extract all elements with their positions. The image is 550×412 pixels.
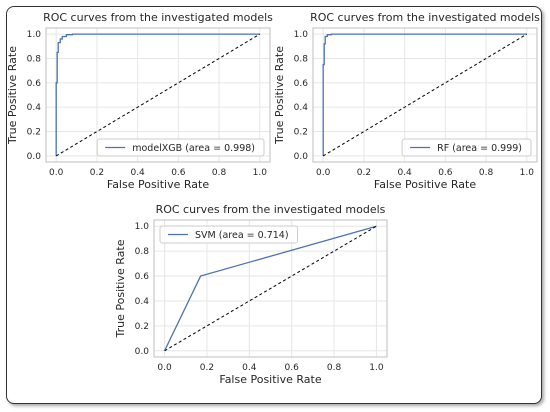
x-tick-label: 1.0 [369,363,384,373]
y-tick-label: 1.0 [27,30,42,40]
x-tick-label: 0.0 [316,168,331,178]
y-tick-label: 0.0 [27,152,42,162]
x-tick-label: 0.4 [397,168,412,178]
y-tick-label: 0.8 [294,54,309,64]
legend: RF (area = 0.999) [401,138,532,157]
y-tick-label: 0.4 [294,103,309,113]
legend-box [96,138,265,157]
plot-area [312,27,538,163]
x-tick-label: 0.8 [212,168,227,178]
chart-title: ROC curves from the investigated models [156,203,386,216]
x-tick-label: 0.2 [357,168,371,178]
x-tick-label: 0.0 [157,363,172,373]
x-axis-label: False Positive Rate [374,178,476,191]
chance-diagonal-line [322,33,528,157]
y-tick-label: 1.0 [294,30,309,40]
roc-curve-line [322,33,527,156]
x-tick-label: 0.4 [130,168,145,178]
legend: SVM (area = 0.714) [159,225,299,244]
plot-area [45,27,271,163]
y-tick-label: 1.0 [135,222,150,232]
x-tick-label: 0.6 [285,363,300,373]
x-tick-label: 0.2 [200,363,214,373]
roc-panel-2: 0.0 0.2 0.4 0.6 0.8 1.00.00.20.40.60.81.0ROC … [273,11,540,191]
chart-title: ROC curves from the investigated models [43,11,273,24]
x-tick-label: 0.8 [479,168,494,178]
roc-curve-line [55,33,260,156]
y-axis-label: True Positive Rate [6,46,19,145]
y-tick-label: 0.2 [27,128,41,138]
legend-entry: SVM (area = 0.714) [195,230,289,241]
chance-diagonal-line [55,33,261,157]
x-axis-label: False Positive Rate [219,373,321,386]
x-tick-label: 1.0 [520,168,535,178]
legend: modelXGB (area = 0.998) [96,138,265,157]
y-tick-label: 0.8 [27,54,42,64]
legend-entry: RF (area = 0.999) [437,143,522,154]
y-tick-label: 0.0 [294,152,309,162]
y-tick-label: 0.4 [27,103,42,113]
roc-panel-1: 0.0 0.2 0.4 0.6 0.8 1.00.00.20.40.60.81.0ROC … [6,11,273,191]
x-axis-label: False Positive Rate [107,178,209,191]
y-tick-label: 0.6 [294,79,309,89]
y-axis-label: True Positive Rate [273,46,286,145]
y-tick-label: 0.2 [294,128,308,138]
legend-box [401,138,532,157]
roc-panel-3: 0.0 0.2 0.4 0.6 0.8 1.0 0.0 0.2 0.4 0.6 0.8 1.0 ROC … [114,203,388,386]
x-tick-label: 0.0 [49,168,64,178]
y-tick-label: 0.6 [135,272,150,282]
legend-box [159,225,299,244]
roc-curve-line [164,225,377,352]
x-tick-label: 0.6 [438,168,453,178]
x-tick-label: 1.0 [253,168,268,178]
plot-area [153,219,388,358]
x-tick-label: 0.4 [242,363,257,373]
y-tick-label: 0.0 [135,347,150,357]
x-tick-label: 0.6 [171,168,186,178]
y-tick-label: 0.2 [135,322,149,332]
y-tick-label: 0.4 [135,297,150,307]
legend-entry: modelXGB (area = 0.998) [132,143,255,154]
y-tick-label: 0.6 [27,79,42,89]
x-tick-label: 0.2 [90,168,104,178]
chance-diagonal-line [164,225,377,352]
y-tick-label: 0.8 [135,247,150,257]
chart-title: ROC curves from the investigated models [310,11,540,24]
figure-frame [6,6,542,404]
x-tick-label: 0.8 [327,363,342,373]
y-axis-label: True Positive Rate [114,239,127,338]
